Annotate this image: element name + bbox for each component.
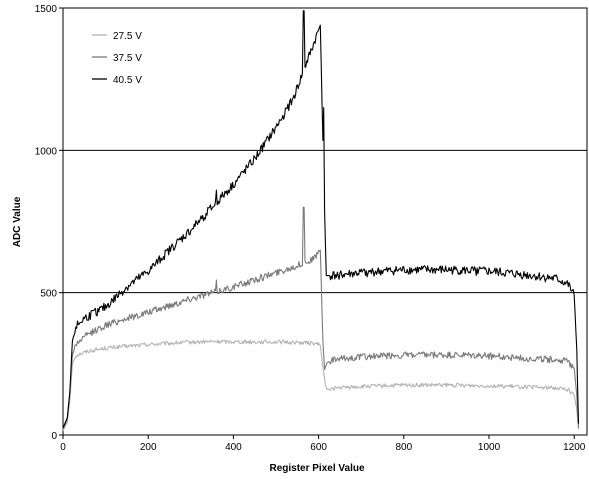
y-tick-label: 1000 [35,146,58,157]
legend: 27.5 V 37.5 V 40.5 V [92,31,142,86]
x-tick-label: 800 [395,442,412,453]
x-tick-label: 400 [225,442,242,453]
series-line-40-5-V [62,10,580,429]
x-tick-label: 1000 [478,442,501,453]
legend-label: 27.5 V [113,31,142,42]
x-tick-label: 600 [310,442,327,453]
x-axis-label: Register Pixel Value [269,463,364,474]
x-tick-label: 0 [60,442,66,453]
series-line-27-5-V [62,339,580,431]
series-lines [62,10,580,431]
series-line-37-5-V [62,206,580,430]
y-tick-label: 0 [51,431,57,442]
x-tick-label: 200 [140,442,157,453]
x-tick-label: 1200 [563,442,586,453]
gridlines [63,149,587,294]
y-axis-label: ADC Value [12,196,23,247]
y-axis-ticks: 0 500 1000 1500 [35,4,63,442]
y-tick-label: 1500 [35,4,58,15]
legend-label: 37.5 V [113,53,142,64]
y-tick-label: 500 [40,289,57,300]
legend-label: 40.5 V [113,75,142,86]
x-axis-ticks: 0 200 400 600 800 1000 1200 [60,435,586,453]
